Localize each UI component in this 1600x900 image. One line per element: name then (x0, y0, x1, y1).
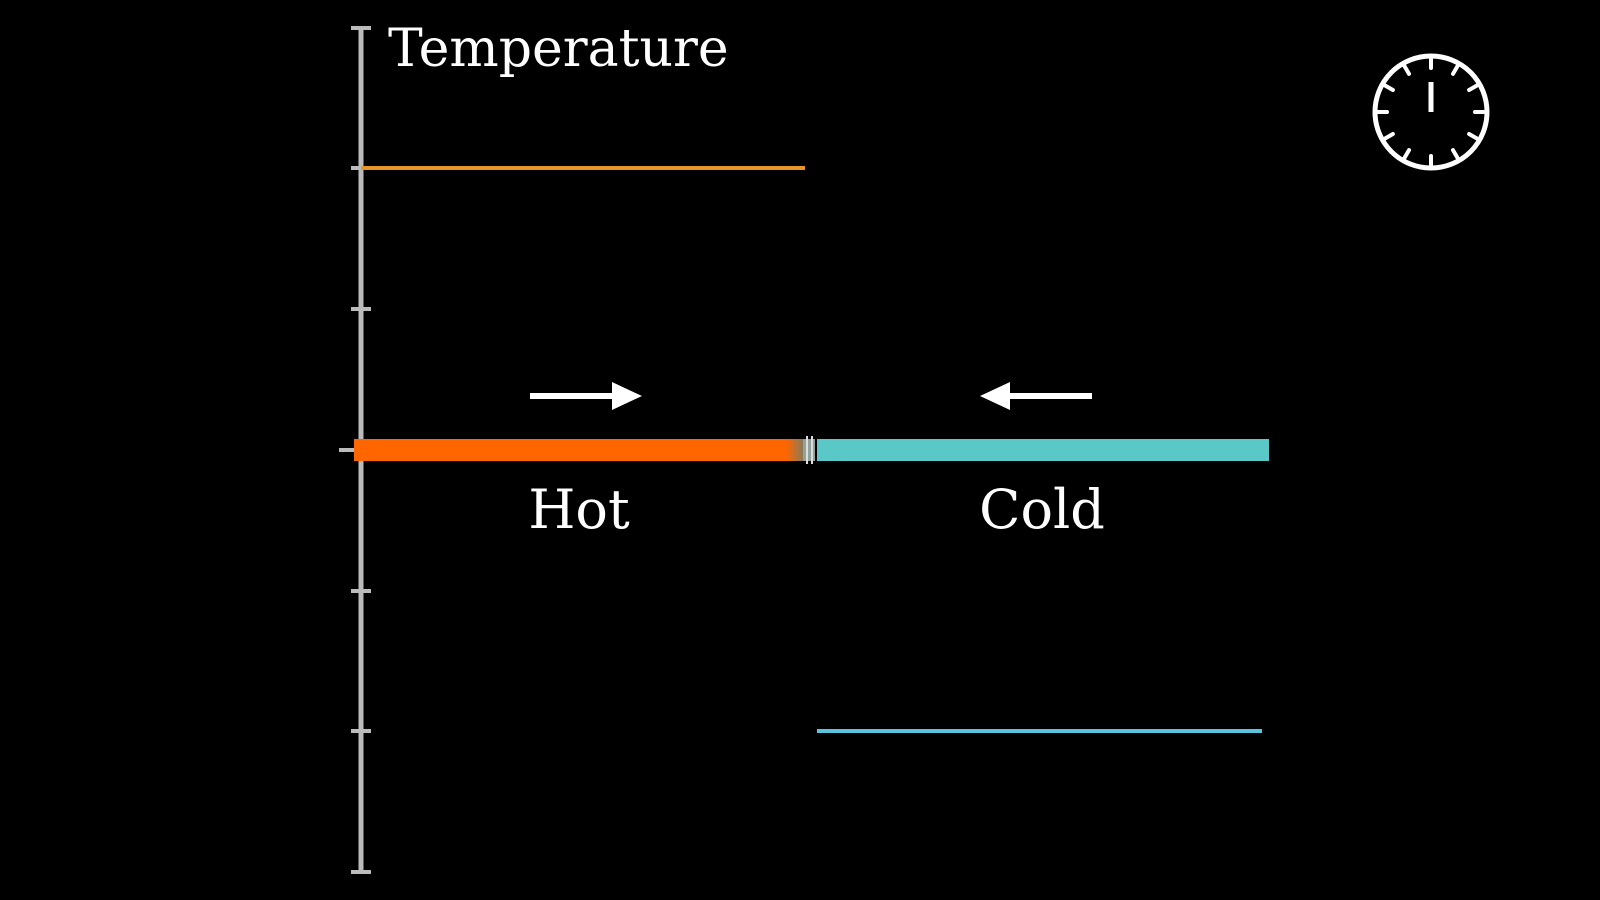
rod (354, 436, 1269, 464)
hot-rod-segment (354, 439, 790, 461)
rod-contact-gradient (786, 439, 803, 461)
clock-icon (1372, 53, 1490, 171)
temperature-axis: Temperature (339, 19, 729, 874)
arrow-left-icon (980, 382, 1092, 410)
arrow-right-icon (530, 382, 642, 410)
cold-rod-segment (817, 439, 1269, 461)
cold-label: Cold (979, 478, 1105, 541)
axis-label: Temperature (388, 19, 729, 79)
hot-label: Hot (528, 478, 630, 541)
rod-junction (803, 439, 815, 461)
